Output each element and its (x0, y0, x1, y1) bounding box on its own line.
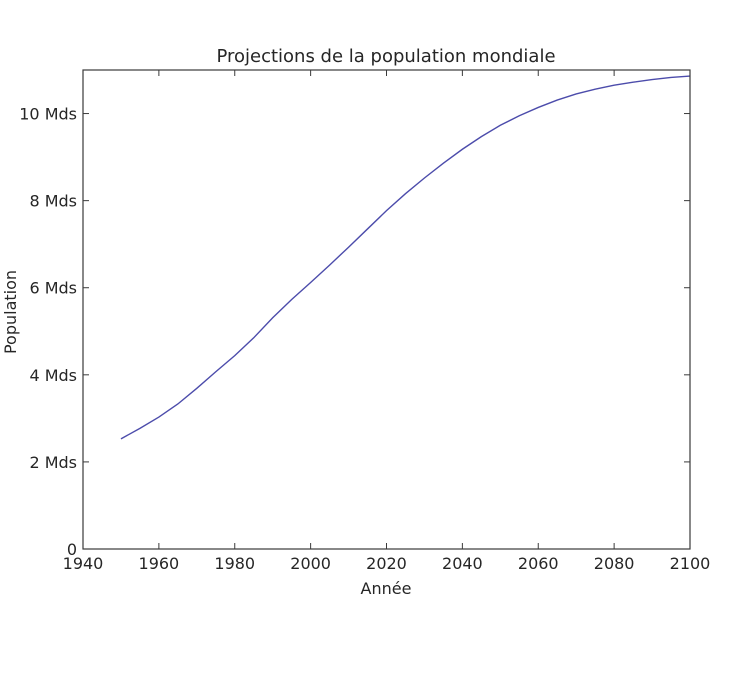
x-tick-label: 1980 (214, 554, 255, 573)
x-axis-label: Année (361, 579, 412, 598)
y-tick-label: 0 (67, 540, 77, 559)
y-tick-label: 10 Mds (19, 105, 77, 124)
x-tick-label: 2040 (442, 554, 483, 573)
y-axis: 0 2 Mds 4 Mds 6 Mds 8 Mds 10 Mds (19, 105, 690, 559)
x-axis: 1940 1960 1980 2000 2020 2040 2060 2080 2100 (63, 70, 711, 573)
x-tick-label: 2080 (594, 554, 635, 573)
y-tick-label: 8 Mds (29, 192, 77, 211)
x-tick-label: 2000 (290, 554, 331, 573)
series-line-population (120, 75, 691, 440)
chart-title: Projections de la population mondiale (216, 46, 555, 67)
y-tick-label: 4 Mds (29, 366, 77, 385)
x-tick-label: 2020 (366, 554, 407, 573)
x-tick-label: 1940 (63, 554, 104, 573)
y-tick-label: 2 Mds (29, 453, 77, 472)
y-tick-label: 6 Mds (29, 279, 77, 298)
x-tick-label: 2100 (670, 554, 711, 573)
x-tick-label: 1960 (139, 554, 180, 573)
y-axis-label: Population (1, 270, 20, 354)
x-tick-label: 2060 (518, 554, 559, 573)
